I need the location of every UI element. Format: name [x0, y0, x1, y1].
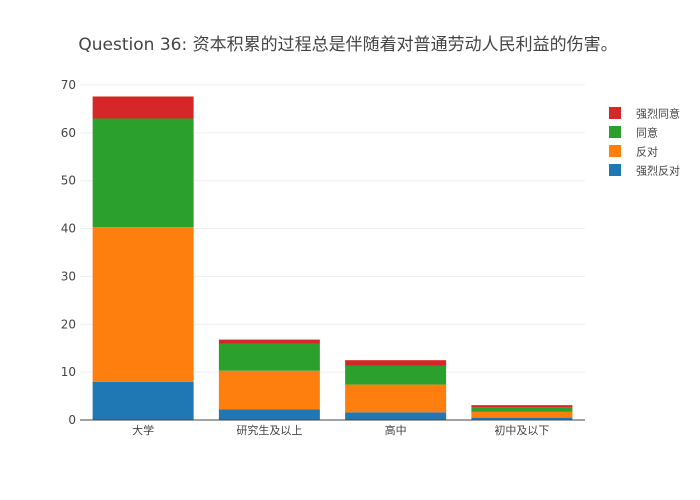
bar-segment: [218, 343, 320, 371]
legend-label: 同意: [636, 126, 658, 140]
bars: [92, 96, 573, 420]
axes: 0 10 20 30 40 50 60 70 大学 研究生及以上 高中 初中及以下: [61, 78, 585, 437]
y-tick-label: 70: [61, 78, 76, 92]
bar-segment: [471, 411, 573, 418]
legend-swatch: [609, 145, 621, 157]
legend-swatch: [609, 107, 621, 119]
bar-segment: [218, 409, 320, 420]
y-tick-label: 10: [61, 365, 76, 379]
legend-label: 强烈同意: [636, 107, 680, 121]
bar-segment: [92, 227, 194, 382]
y-tick-label: 30: [61, 269, 76, 283]
y-tick-label: 60: [61, 126, 76, 140]
y-tick-label: 40: [61, 222, 76, 236]
x-tick-label: 初中及以下: [494, 423, 549, 437]
y-tick-label: 20: [61, 317, 76, 331]
bar-segment: [345, 360, 447, 366]
bar-segment: [92, 118, 194, 228]
x-tick-label: 大学: [132, 423, 154, 437]
x-tick-label: 研究生及以上: [236, 423, 302, 437]
bar-segment: [218, 370, 320, 410]
legend-swatch: [609, 126, 621, 138]
bar-segment: [92, 381, 194, 420]
x-tick-label: 高中: [385, 423, 407, 437]
bar-segment: [471, 417, 573, 420]
bar-segment: [471, 407, 573, 412]
y-tick-label: 50: [61, 174, 76, 188]
bar-segment: [92, 96, 194, 119]
bar-segment: [471, 405, 573, 408]
chart-title: Question 36: 资本积累的过程总是伴随着对普通劳动人民利益的伤害。: [78, 35, 617, 55]
y-tick-label: 0: [68, 413, 76, 427]
bar-segment: [345, 365, 447, 385]
legend-swatch: [609, 164, 621, 176]
bar-segment: [218, 339, 320, 344]
bar-segment: [345, 384, 447, 413]
legend-label: 反对: [636, 145, 658, 159]
legend-label: 强烈反对: [636, 164, 680, 178]
bar-segment: [345, 412, 447, 420]
